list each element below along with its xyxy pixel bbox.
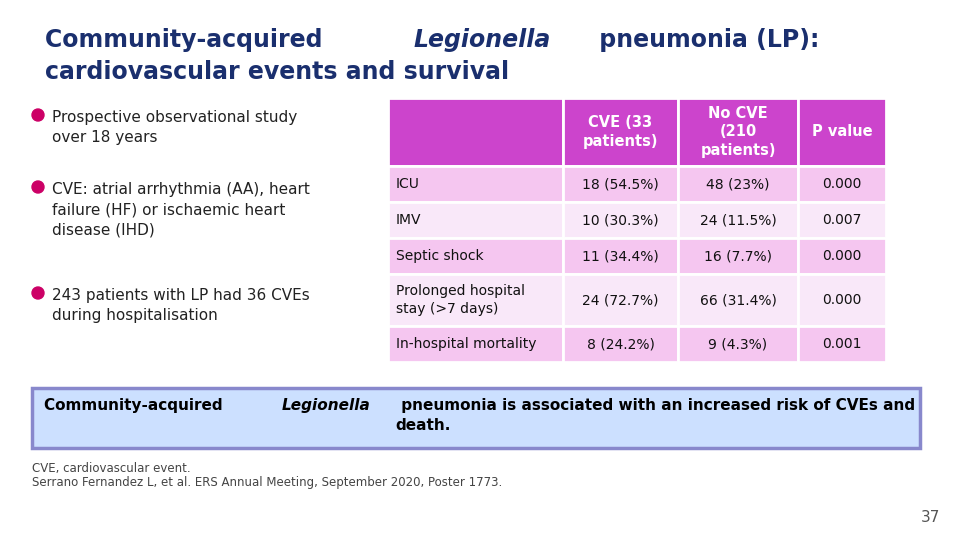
Text: 48 (23%): 48 (23%) (707, 177, 770, 191)
Text: 66 (31.4%): 66 (31.4%) (700, 293, 777, 307)
Text: 10 (30.3%): 10 (30.3%) (582, 213, 659, 227)
Text: Septic shock: Septic shock (396, 249, 484, 263)
Text: cardiovascular events and survival: cardiovascular events and survival (45, 60, 509, 84)
FancyBboxPatch shape (798, 166, 886, 202)
FancyBboxPatch shape (798, 238, 886, 274)
FancyBboxPatch shape (32, 388, 920, 448)
FancyBboxPatch shape (563, 274, 678, 326)
Text: No CVE
(210
patients): No CVE (210 patients) (700, 106, 776, 158)
Text: P value: P value (812, 125, 873, 139)
Text: IMV: IMV (396, 213, 421, 227)
Text: pneumonia (LP):: pneumonia (LP): (591, 28, 819, 52)
Text: CVE (33
patients): CVE (33 patients) (583, 115, 659, 149)
Text: Community-acquired: Community-acquired (45, 28, 331, 52)
FancyBboxPatch shape (563, 202, 678, 238)
FancyBboxPatch shape (388, 326, 563, 362)
FancyBboxPatch shape (678, 166, 798, 202)
Text: 0.000: 0.000 (823, 293, 862, 307)
Text: 0.001: 0.001 (823, 337, 862, 351)
FancyBboxPatch shape (388, 274, 563, 326)
Text: 0.007: 0.007 (823, 213, 862, 227)
Text: Legionella: Legionella (281, 398, 370, 413)
FancyBboxPatch shape (678, 202, 798, 238)
Text: 24 (11.5%): 24 (11.5%) (700, 213, 777, 227)
Circle shape (32, 109, 44, 121)
Text: 0.000: 0.000 (823, 177, 862, 191)
FancyBboxPatch shape (563, 238, 678, 274)
FancyBboxPatch shape (798, 202, 886, 238)
Text: 9 (4.3%): 9 (4.3%) (708, 337, 768, 351)
Text: Prolonged hospital
stay (>7 days): Prolonged hospital stay (>7 days) (396, 285, 525, 316)
FancyBboxPatch shape (678, 98, 798, 166)
Text: ICU: ICU (396, 177, 420, 191)
FancyBboxPatch shape (388, 202, 563, 238)
FancyBboxPatch shape (563, 166, 678, 202)
FancyBboxPatch shape (388, 98, 563, 166)
FancyBboxPatch shape (388, 166, 563, 202)
Text: 18 (54.5%): 18 (54.5%) (582, 177, 659, 191)
FancyBboxPatch shape (798, 98, 886, 166)
Text: 37: 37 (921, 510, 940, 525)
Text: 243 patients with LP had 36 CVEs
during hospitalisation: 243 patients with LP had 36 CVEs during … (52, 288, 310, 323)
Text: 0.000: 0.000 (823, 249, 862, 263)
FancyBboxPatch shape (798, 326, 886, 362)
Text: CVE: atrial arrhythmia (AA), heart
failure (HF) or ischaemic heart
disease (IHD): CVE: atrial arrhythmia (AA), heart failu… (52, 182, 310, 238)
Text: pneumonia is associated with an increased risk of CVEs and
death.: pneumonia is associated with an increase… (396, 398, 915, 433)
Text: In-hospital mortality: In-hospital mortality (396, 337, 537, 351)
FancyBboxPatch shape (388, 238, 563, 274)
Circle shape (32, 287, 44, 299)
Text: Legionella: Legionella (414, 28, 551, 52)
FancyBboxPatch shape (798, 274, 886, 326)
Text: 8 (24.2%): 8 (24.2%) (587, 337, 655, 351)
FancyBboxPatch shape (678, 274, 798, 326)
Text: CVE, cardiovascular event.: CVE, cardiovascular event. (32, 462, 191, 475)
Text: 16 (7.7%): 16 (7.7%) (704, 249, 772, 263)
FancyBboxPatch shape (563, 98, 678, 166)
Text: Serrano Fernandez L, et al. ERS Annual Meeting, September 2020, Poster 1773.: Serrano Fernandez L, et al. ERS Annual M… (32, 476, 502, 489)
Text: Community-acquired: Community-acquired (44, 398, 228, 413)
FancyBboxPatch shape (678, 238, 798, 274)
Text: 24 (72.7%): 24 (72.7%) (583, 293, 659, 307)
Circle shape (32, 181, 44, 193)
FancyBboxPatch shape (678, 326, 798, 362)
Text: 11 (34.4%): 11 (34.4%) (582, 249, 659, 263)
Text: Prospective observational study
over 18 years: Prospective observational study over 18 … (52, 110, 298, 145)
FancyBboxPatch shape (563, 326, 678, 362)
